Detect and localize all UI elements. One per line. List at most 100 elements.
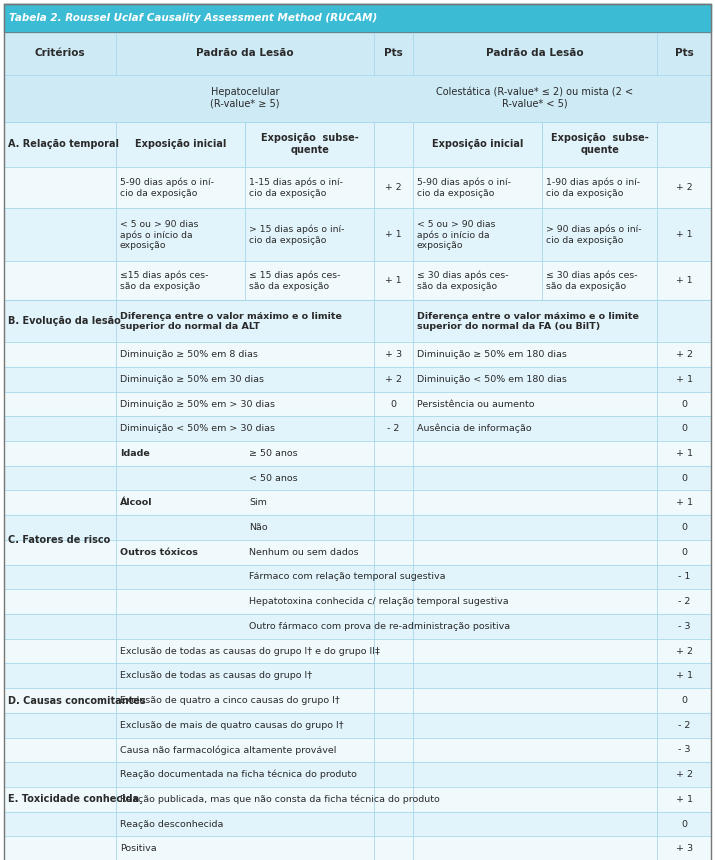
Text: Diminuição < 50% em > 30 dias: Diminuição < 50% em > 30 dias [119, 424, 275, 433]
Text: Fármaco com relação temporal sugestiva: Fármaco com relação temporal sugestiva [249, 573, 445, 581]
Text: Diminuição ≥ 50% em 30 dias: Diminuição ≥ 50% em 30 dias [119, 375, 264, 384]
Text: 0: 0 [681, 548, 687, 556]
Text: 0: 0 [681, 474, 687, 482]
Bar [4, 490, 711, 515]
Text: + 2: + 2 [385, 375, 402, 384]
Bar [4, 688, 711, 713]
Text: < 5 ou > 90 dias
após o início da
exposição: < 5 ou > 90 dias após o início da exposi… [119, 219, 198, 250]
Bar [4, 540, 711, 565]
Text: Exclusão de quatro a cinco causas do grupo I†: Exclusão de quatro a cinco causas do gru… [119, 696, 340, 705]
Bar [4, 261, 711, 300]
Text: 0: 0 [681, 820, 687, 828]
Text: - 3: - 3 [678, 622, 691, 631]
Text: 5-90 dias após o iní-
cio da exposição: 5-90 dias após o iní- cio da exposição [119, 178, 214, 198]
Bar [4, 837, 711, 860]
Bar [4, 121, 711, 167]
Text: Tabela 2. Roussel Uclaf Causality Assessment Method (RUCAM): Tabela 2. Roussel Uclaf Causality Assess… [9, 13, 378, 23]
Text: 1-90 dias após o iní-
cio da exposição: 1-90 dias após o iní- cio da exposição [546, 178, 640, 198]
Bar [4, 416, 711, 441]
Text: Critérios: Critérios [34, 48, 85, 58]
Text: - 1: - 1 [678, 573, 690, 581]
Text: + 2: + 2 [676, 350, 693, 359]
Text: + 1: + 1 [676, 449, 693, 458]
Text: + 2: + 2 [385, 183, 402, 192]
Text: - 2: - 2 [388, 424, 400, 433]
Text: Exclusão de mais de quatro causas do grupo I†: Exclusão de mais de quatro causas do gru… [119, 721, 343, 730]
Text: Nenhum ou sem dados: Nenhum ou sem dados [249, 548, 359, 556]
Text: - 2: - 2 [678, 721, 690, 730]
Bar [4, 713, 711, 738]
Text: Exposição inicial: Exposição inicial [432, 139, 523, 149]
Bar [4, 614, 711, 639]
Text: ≥ 50 anos: ≥ 50 anos [249, 449, 297, 458]
Text: B. Evolução da lesão: B. Evolução da lesão [8, 316, 121, 327]
Text: + 1: + 1 [676, 672, 693, 680]
Text: - 3: - 3 [678, 746, 691, 754]
Bar [4, 367, 711, 391]
Text: Reação documentada na ficha técnica do produto: Reação documentada na ficha técnica do p… [119, 770, 357, 779]
Text: Padrão da Lesão: Padrão da Lesão [486, 48, 583, 58]
Text: Exposição  subse-
quente: Exposição subse- quente [261, 133, 359, 155]
Text: ≤ 15 dias após ces-
são da exposição: ≤ 15 dias após ces- são da exposição [249, 271, 340, 291]
Text: + 1: + 1 [676, 276, 692, 286]
Text: + 3: + 3 [385, 350, 402, 359]
Text: Diferença entre o valor máximo e o limite
superior do normal da FA (ou BilT): Diferença entre o valor máximo e o limit… [417, 311, 638, 331]
Text: Diminuição ≥ 50% em 8 dias: Diminuição ≥ 50% em 8 dias [119, 350, 257, 359]
Text: D. Causas concomitantes: D. Causas concomitantes [8, 696, 146, 705]
Text: Diferença entre o valor máximo e o limite
superior do normal da ALT: Diferença entre o valor máximo e o limit… [119, 311, 342, 331]
Text: Colestática (R-value* ≤ 2) ou mista (2 <
R-value* < 5): Colestática (R-value* ≤ 2) ou mista (2 <… [436, 88, 633, 109]
Text: Álcool: Álcool [119, 498, 152, 507]
Bar [4, 565, 711, 589]
Text: Diminuição ≥ 50% em 180 dias: Diminuição ≥ 50% em 180 dias [417, 350, 566, 359]
Bar [4, 589, 711, 614]
Bar [4, 32, 711, 75]
Bar [4, 441, 711, 466]
Text: Persistência ou aumento: Persistência ou aumento [417, 400, 534, 408]
Bar [4, 466, 711, 490]
Text: < 50 anos: < 50 anos [249, 474, 297, 482]
Bar [4, 762, 711, 787]
Text: 0: 0 [390, 400, 397, 408]
Text: + 2: + 2 [676, 771, 693, 779]
Text: Padrão da Lesão: Padrão da Lesão [197, 48, 294, 58]
Text: Reação publicada, mas que não consta da ficha técnica do produto: Reação publicada, mas que não consta da … [119, 795, 440, 804]
Bar [4, 639, 711, 663]
Bar [4, 515, 711, 540]
Text: ≤15 dias após ces-
são da exposição: ≤15 dias após ces- são da exposição [119, 271, 208, 291]
Text: ≤ 30 dias após ces-
são da exposição: ≤ 30 dias após ces- são da exposição [546, 271, 638, 291]
Text: Exposição inicial: Exposição inicial [134, 139, 226, 149]
Text: > 15 dias após o iní-
cio da exposição: > 15 dias após o iní- cio da exposição [249, 225, 345, 245]
Bar [4, 300, 711, 342]
Text: Exposição  subse-
quente: Exposição subse- quente [551, 133, 649, 155]
Text: + 1: + 1 [676, 498, 693, 507]
Text: - 2: - 2 [678, 597, 690, 606]
Text: Outro fármaco com prova de re-administração positiva: Outro fármaco com prova de re-administra… [249, 622, 511, 631]
Text: + 1: + 1 [385, 276, 402, 286]
Text: Causa não farmacológica altamente provável: Causa não farmacológica altamente prováv… [119, 745, 336, 755]
Text: > 90 dias após o iní-
cio da exposição: > 90 dias após o iní- cio da exposição [546, 225, 641, 245]
Text: Diminuição ≥ 50% em > 30 dias: Diminuição ≥ 50% em > 30 dias [119, 400, 275, 408]
Text: + 3: + 3 [676, 845, 693, 853]
Text: + 1: + 1 [676, 375, 693, 384]
Bar [4, 787, 711, 812]
Text: + 2: + 2 [676, 647, 693, 655]
Text: 0: 0 [681, 424, 687, 433]
Bar [4, 208, 711, 261]
Text: + 1: + 1 [385, 230, 402, 239]
Bar [4, 812, 711, 837]
Bar [4, 75, 711, 121]
Text: 0: 0 [681, 696, 687, 705]
Text: Reação desconhecida: Reação desconhecida [119, 820, 223, 828]
Bar [4, 663, 711, 688]
Text: + 2: + 2 [676, 183, 692, 192]
Bar [4, 738, 711, 762]
Bar [4, 342, 711, 367]
Text: < 5 ou > 90 dias
após o início da
exposição: < 5 ou > 90 dias após o início da exposi… [417, 219, 495, 250]
Text: + 1: + 1 [676, 795, 693, 804]
Text: Ausência de informação: Ausência de informação [417, 424, 531, 433]
Text: 0: 0 [681, 400, 687, 408]
Text: Hepatocelular
(R-value* ≥ 5): Hepatocelular (R-value* ≥ 5) [210, 88, 280, 109]
Text: Não: Não [249, 523, 267, 532]
Text: Exclusão de todas as causas do grupo I† e do grupo II‡: Exclusão de todas as causas do grupo I† … [119, 647, 380, 655]
Text: A. Relação temporal: A. Relação temporal [8, 139, 119, 149]
